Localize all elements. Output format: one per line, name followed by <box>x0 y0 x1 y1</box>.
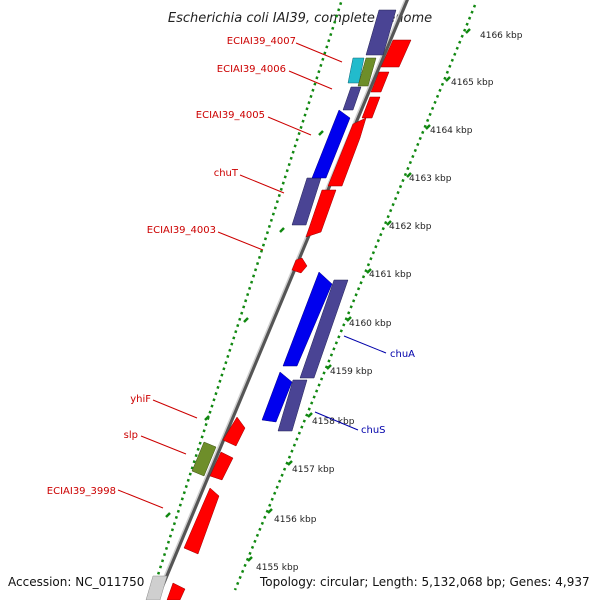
tick-4156 <box>267 508 273 514</box>
backbone-line <box>154 0 409 600</box>
gene-features-purple <box>277 9 397 432</box>
leader-4007 <box>295 42 343 63</box>
tick-marks <box>247 28 471 562</box>
tick-label-4157: 4157 kbp <box>292 465 335 475</box>
leader-4005 <box>267 116 312 136</box>
gene-arrow-purple-chuA[interactable] <box>299 279 349 379</box>
gene-arrow-purple-4006[interactable] <box>342 86 362 111</box>
inner-tick-4 <box>204 415 210 421</box>
gene-arrow-chuT[interactable] <box>305 189 337 238</box>
gene-label-chuT: chuT <box>214 168 239 179</box>
map-title: Escherichia coli IAI39, complete genome <box>168 11 432 26</box>
tick-label-4165: 4165 kbp <box>451 78 494 88</box>
tick-4159 <box>326 364 332 370</box>
inner-tick-5 <box>165 512 171 518</box>
tick-label-4161: 4161 kbp <box>369 270 412 280</box>
leader-chuS <box>314 411 359 431</box>
tick-4164 <box>425 124 431 130</box>
tick-4165 <box>445 76 451 82</box>
gene-arrow-chuS[interactable] <box>261 371 293 423</box>
gene-arrow-olive-top[interactable] <box>357 57 377 87</box>
gene-label-chuA: chuA <box>390 349 415 360</box>
inner-tick-1 <box>318 130 324 136</box>
gene-arrow-yhiF[interactable] <box>222 416 246 447</box>
inner-dot-rail <box>148 0 344 600</box>
label-leaders <box>117 42 387 509</box>
leader-slp <box>140 435 187 455</box>
tick-label-4166: 4166 kbp <box>480 31 523 41</box>
gene-labels: ECIAI39_4007 ECIAI39_4006 ECIAI39_4005 c… <box>47 36 415 497</box>
inner-tick-3 <box>243 317 249 323</box>
tick-4161 <box>366 268 372 274</box>
gene-label-4003: ECIAI39_4003 <box>147 225 216 236</box>
tick-label-4156: 4156 kbp <box>274 515 317 525</box>
inner-tick-marks <box>165 130 324 518</box>
tick-label-4162: 4162 kbp <box>389 222 432 232</box>
tick-4160 <box>346 316 352 322</box>
tick-label-4163: 4163 kbp <box>409 174 452 184</box>
gene-features-lower <box>145 416 246 600</box>
gene-arrow-chuA[interactable] <box>282 271 333 367</box>
gene-label-slp: slp <box>124 430 138 441</box>
gene-label-chuS: chuS <box>361 425 386 436</box>
tick-4157 <box>287 460 293 466</box>
leader-yhiF <box>152 399 198 419</box>
gene-arrow-blue-4005[interactable] <box>311 109 351 179</box>
leader-chuT <box>239 174 285 194</box>
accession-text: Accession: NC_011750 <box>8 575 145 589</box>
outer-dot-rail <box>233 4 477 591</box>
gene-arrow-3998[interactable] <box>183 487 220 555</box>
gene-label-3998: ECIAI39_3998 <box>47 486 116 497</box>
topology-text: Topology: circular; Length: 5,132,068 bp… <box>260 575 590 589</box>
gene-arrow-4003[interactable] <box>291 257 308 274</box>
gene-arrow-4005-a[interactable] <box>361 96 381 119</box>
tick-4155 <box>247 556 253 562</box>
leader-3998 <box>117 489 164 509</box>
tick-label-4164: 4164 kbp <box>430 126 473 136</box>
gene-arrow-bottom[interactable] <box>166 582 186 600</box>
gene-arrow-purple-chuS[interactable] <box>277 379 308 432</box>
tick-label-4159: 4159 kbp <box>330 367 373 377</box>
gene-features-forward <box>291 39 412 274</box>
gene-label-4005: ECIAI39_4005 <box>196 110 265 121</box>
gene-arrow-4006[interactable] <box>370 71 390 93</box>
tick-4163 <box>406 172 412 178</box>
gene-arrow-gray[interactable] <box>145 575 168 600</box>
leader-chuA <box>343 335 387 354</box>
gene-arrow-slp[interactable] <box>209 451 234 481</box>
tick-4162 <box>386 220 392 226</box>
tick-label-4160: 4160 kbp <box>349 319 392 329</box>
gene-label-4006: ECIAI39_4006 <box>217 64 286 75</box>
tick-label-4158: 4158 kbp <box>312 417 355 427</box>
leader-4006 <box>288 70 333 90</box>
gene-arrow-4005[interactable] <box>327 117 367 187</box>
backbone-highlight <box>153 0 406 600</box>
tick-label-4155: 4155 kbp <box>256 563 299 573</box>
gene-arrow-purple-top[interactable] <box>365 9 397 56</box>
gene-arrow-4007[interactable] <box>380 39 412 68</box>
tick-4158 <box>307 412 313 418</box>
tick-labels: 4166 kbp 4165 kbp 4164 kbp 4163 kbp 4162… <box>256 31 523 573</box>
gene-label-yhiF: yhiF <box>130 394 151 405</box>
inner-tick-2 <box>279 227 285 233</box>
gene-arrow-slp-olive[interactable] <box>191 441 217 477</box>
gene-features-blue <box>261 109 351 423</box>
leader-4003 <box>217 231 264 251</box>
gene-label-4007: ECIAI39_4007 <box>227 36 296 47</box>
tick-4166 <box>465 28 471 34</box>
